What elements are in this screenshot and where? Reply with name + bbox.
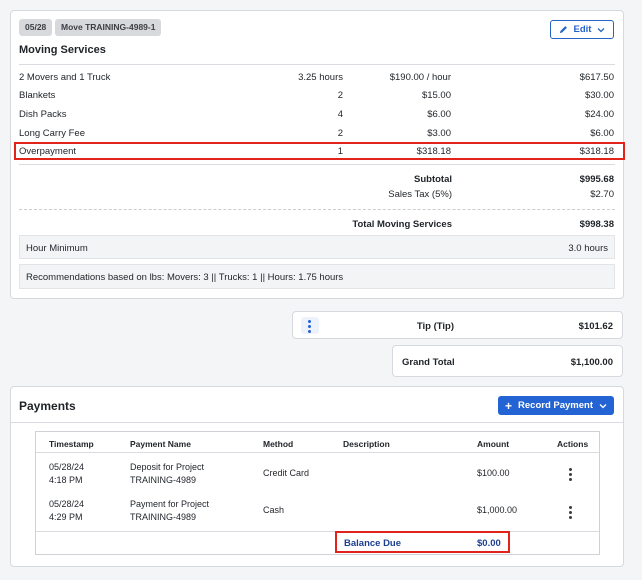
item-amount: $617.50 [579, 72, 614, 83]
item-qty: 2 [337, 90, 343, 101]
item-qty: 3.25 hours [298, 72, 343, 83]
subtotal-label: Subtotal [414, 174, 452, 185]
grand-total-card: Grand Total $1,100.00 [392, 345, 623, 377]
record-payment-label: Record Payment [518, 400, 593, 411]
item-rate: $6.00 [427, 109, 451, 120]
tip-card: Tip (Tip) $101.62 [292, 311, 623, 339]
chevron-down-icon [598, 27, 605, 32]
payments-title: Payments [19, 399, 76, 413]
chevron-down-icon [599, 403, 607, 408]
item-name: Long Carry Fee [19, 128, 86, 139]
item-amount: $6.00 [590, 128, 614, 139]
hour-minimum-box: Hour Minimum 3.0 hours [19, 235, 615, 259]
item-rate: $3.00 [427, 128, 451, 139]
table-header-divider [36, 452, 599, 453]
moving-services-title: Moving Services [19, 44, 106, 56]
payment-method: Credit Card [263, 468, 310, 478]
header-divider [19, 64, 615, 65]
tip-value: $101.62 [578, 321, 613, 332]
payment-row [36, 453, 599, 491]
payment-method: Cash [263, 505, 285, 515]
hour-minimum-label: Hour Minimum [26, 243, 88, 254]
col-method: Method [263, 439, 294, 449]
item-rate: $190.00 / hour [389, 72, 451, 83]
item-name: Overpayment [19, 146, 77, 157]
totals-divider [19, 209, 615, 210]
line-item-blankets: Blankets 2 $15.00 $30.00 [19, 86, 615, 104]
date-tag: 05/28 [19, 19, 53, 36]
payment-date: 05/28/24 [49, 499, 85, 509]
tax-value: $2.70 [590, 189, 614, 200]
grand-total-value: $1,100.00 [570, 357, 613, 368]
item-name: Blankets [19, 90, 56, 101]
subtotal-value: $995.68 [579, 174, 614, 185]
row-actions-icon[interactable] [569, 506, 573, 519]
edit-label: Edit [573, 24, 592, 35]
item-qty: 4 [337, 109, 343, 120]
col-amount: Amount [477, 439, 510, 449]
total-moving-value: $998.38 [579, 219, 614, 230]
payment-amount: $1,000.00 [477, 505, 518, 515]
kebab-icon [308, 320, 312, 333]
recommendations-text: Recommendations based on lbs: Movers: 3 … [26, 272, 344, 283]
col-description: Description [343, 439, 390, 449]
col-actions: Actions [557, 439, 589, 449]
payments-header-divider [11, 422, 623, 423]
balance-divider [36, 531, 599, 532]
item-qty: 2 [337, 128, 343, 139]
tax-label: Sales Tax (5%) [388, 189, 452, 200]
item-name: 2 Movers and 1 Truck [19, 72, 111, 83]
tip-label: Tip (Tip) [416, 321, 454, 332]
line-item-overpayment: Overpayment 1 $318.18 $318.18 [19, 142, 615, 160]
col-payment-name: Payment Name [130, 439, 191, 449]
item-amount: $24.00 [584, 109, 614, 120]
payment-name-line2: TRAINING-4989 [130, 475, 197, 485]
payment-name-line1: Payment for Project [130, 499, 210, 509]
payment-name-line2: TRAINING-4989 [130, 512, 197, 522]
hour-minimum-value: 3.0 hours [568, 243, 608, 254]
grand-total-label: Grand Total [402, 357, 455, 368]
edit-button[interactable]: Edit [550, 20, 614, 39]
item-amount: $318.18 [579, 146, 614, 157]
plus-icon: + [505, 398, 513, 413]
tip-menu-button[interactable] [301, 317, 319, 334]
item-qty: 1 [337, 146, 343, 157]
line-item-long-carry: Long Carry Fee 2 $3.00 $6.00 [19, 124, 615, 142]
recommendations-box: Recommendations based on lbs: Movers: 3 … [19, 264, 615, 289]
items-divider [19, 164, 615, 165]
col-timestamp: Timestamp [49, 439, 94, 449]
total-moving-label: Total Moving Services [352, 219, 452, 230]
move-tag: Move TRAINING-4989-1 [55, 19, 162, 36]
payment-date: 05/28/24 [49, 462, 85, 472]
payment-time: 4:18 PM [49, 475, 83, 485]
payment-name-line1: Deposit for Project [130, 462, 205, 472]
payment-amount: $100.00 [477, 468, 510, 478]
line-item-dish-packs: Dish Packs 4 $6.00 $24.00 [19, 105, 615, 123]
overpayment-highlight [14, 142, 625, 160]
payment-time: 4:29 PM [49, 512, 83, 522]
payments-table [35, 431, 600, 555]
balance-due-label: Balance Due [344, 538, 402, 549]
balance-due-box: Balance Due $0.00 [335, 531, 510, 553]
record-payment-button[interactable]: + Record Payment [498, 396, 614, 415]
item-rate: $15.00 [421, 90, 451, 101]
item-name: Dish Packs [19, 109, 67, 120]
row-actions-icon[interactable] [569, 468, 573, 481]
pencil-icon [559, 26, 567, 34]
balance-due-value: $0.00 [477, 538, 501, 549]
item-rate: $318.18 [416, 146, 451, 157]
line-item-movers: 2 Movers and 1 Truck 3.25 hours $190.00 … [19, 68, 615, 86]
item-amount: $30.00 [584, 90, 614, 101]
